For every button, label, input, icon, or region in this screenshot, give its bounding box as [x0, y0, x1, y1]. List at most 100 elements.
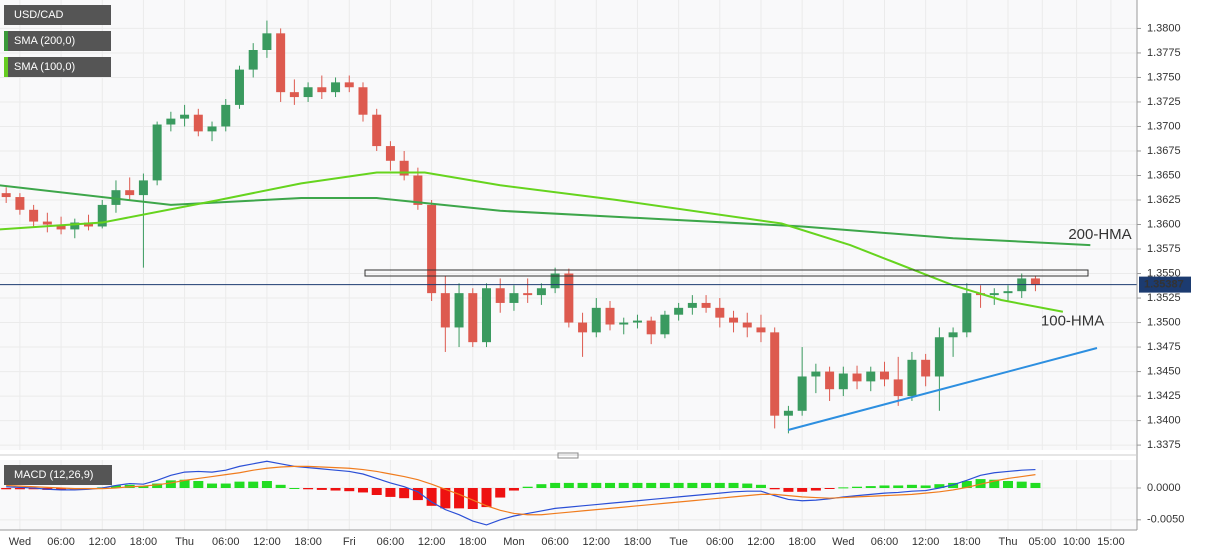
candle-body [852, 373, 862, 382]
candle-body [399, 160, 409, 176]
candle-body [454, 293, 464, 328]
candle-body [866, 371, 876, 382]
candle-body [578, 322, 588, 333]
legend-box [4, 5, 111, 25]
hma-line [0, 171, 1064, 313]
y-tick-label: 1.3575 [1147, 243, 1181, 255]
candle-body [440, 293, 450, 328]
histogram-bar [56, 488, 67, 490]
candle-body [564, 273, 574, 323]
y-tick-label: 1.3425 [1147, 390, 1181, 402]
histogram-bar [563, 482, 574, 488]
x-tick-label: 12:00 [88, 536, 116, 548]
candle-body [262, 33, 272, 50]
x-tick-label: 10:00 [1063, 536, 1091, 548]
histogram-bar [948, 482, 959, 488]
macd-line [6, 460, 1036, 526]
candle-body [84, 222, 94, 227]
x-tick-label: Thu [999, 536, 1018, 548]
candle-body [317, 87, 327, 93]
histogram-bar [797, 488, 808, 492]
candle-body [207, 126, 217, 132]
histogram-bar [906, 484, 917, 488]
histogram-bar [454, 488, 465, 509]
x-tick-label: 18:00 [459, 536, 487, 548]
x-tick-label: 18:00 [788, 536, 816, 548]
x-tick-label: Thu [175, 536, 194, 548]
histogram-bar [234, 481, 245, 488]
candle-body [756, 327, 766, 333]
candle-body [523, 293, 533, 296]
x-tick-label: Wed [832, 536, 854, 548]
x-tick-label: 12:00 [912, 536, 940, 548]
histogram-bar [289, 488, 300, 489]
histogram-bar [934, 484, 945, 488]
histogram-bar [248, 481, 259, 488]
x-tick-label: 18:00 [624, 536, 652, 548]
candle-body [825, 371, 835, 390]
legend-label: SMA (100,0) [14, 61, 75, 73]
histogram-bar [193, 481, 204, 488]
candle-body [605, 307, 615, 325]
candle-body [495, 288, 505, 303]
x-tick-label: 05:00 [1029, 536, 1057, 548]
y-tick-label: 1.3500 [1147, 316, 1181, 328]
histogram-bar [495, 488, 506, 498]
last-price-box [1139, 276, 1191, 293]
histogram-bar [865, 486, 876, 488]
histogram-bar [179, 479, 190, 488]
x-tick-label: Fri [343, 536, 356, 548]
histogram-bar [440, 488, 451, 509]
line-label: 200-HMA [1068, 226, 1131, 243]
candle-body [138, 180, 148, 196]
candle-body [468, 293, 478, 343]
histogram-bar [399, 488, 410, 499]
histogram-bar [1016, 481, 1027, 488]
legend-swatch [4, 57, 8, 77]
candle-body [701, 302, 711, 308]
candle-body [811, 371, 821, 377]
histogram-bar [618, 482, 629, 488]
candle-body [413, 175, 423, 205]
trend-line [787, 347, 1098, 431]
candle-body [770, 332, 780, 416]
y-tick-label: 1.3700 [1147, 120, 1181, 132]
x-tick-label: 06:00 [871, 536, 899, 548]
histogram-bar [330, 488, 341, 491]
candle-body [42, 221, 52, 225]
candle-body [742, 322, 752, 328]
candle-body [619, 322, 629, 325]
legend-label: SMA (200,0) [14, 35, 75, 47]
candle-body [921, 359, 931, 377]
last-price-label: 1.35387 [1144, 279, 1184, 291]
histogram-bar [138, 486, 149, 488]
y-tick-label: 1.3450 [1147, 365, 1181, 377]
y-tick-label: 1.3375 [1147, 439, 1181, 451]
panel-handle[interactable] [557, 452, 579, 459]
candle-body [427, 204, 437, 294]
y-tick-label: 1.3800 [1147, 22, 1181, 34]
candle-body [687, 302, 697, 308]
histogram-bar [591, 482, 602, 488]
candle-body [166, 118, 176, 125]
candle-body [646, 320, 656, 335]
candle-body [70, 222, 80, 230]
candle-body [893, 379, 903, 397]
candle-body [1, 193, 11, 198]
histogram-bar [110, 485, 121, 488]
x-tick-label: 12:00 [418, 536, 446, 548]
histogram-bar [810, 488, 821, 491]
histogram-bar [14, 488, 25, 490]
x-tick-label: 06:00 [47, 536, 75, 548]
x-tick-label: Wed [9, 536, 31, 548]
candle-body [1003, 291, 1013, 294]
histogram-bar [261, 481, 272, 488]
histogram-bar [275, 484, 286, 488]
y-tick-label: 1.3600 [1147, 218, 1181, 230]
candle-body [248, 50, 258, 70]
candle-body [1030, 278, 1040, 285]
histogram-bar [989, 479, 1000, 488]
histogram-bar [701, 482, 712, 488]
y-tick-label: -0.0050 [1147, 514, 1184, 526]
